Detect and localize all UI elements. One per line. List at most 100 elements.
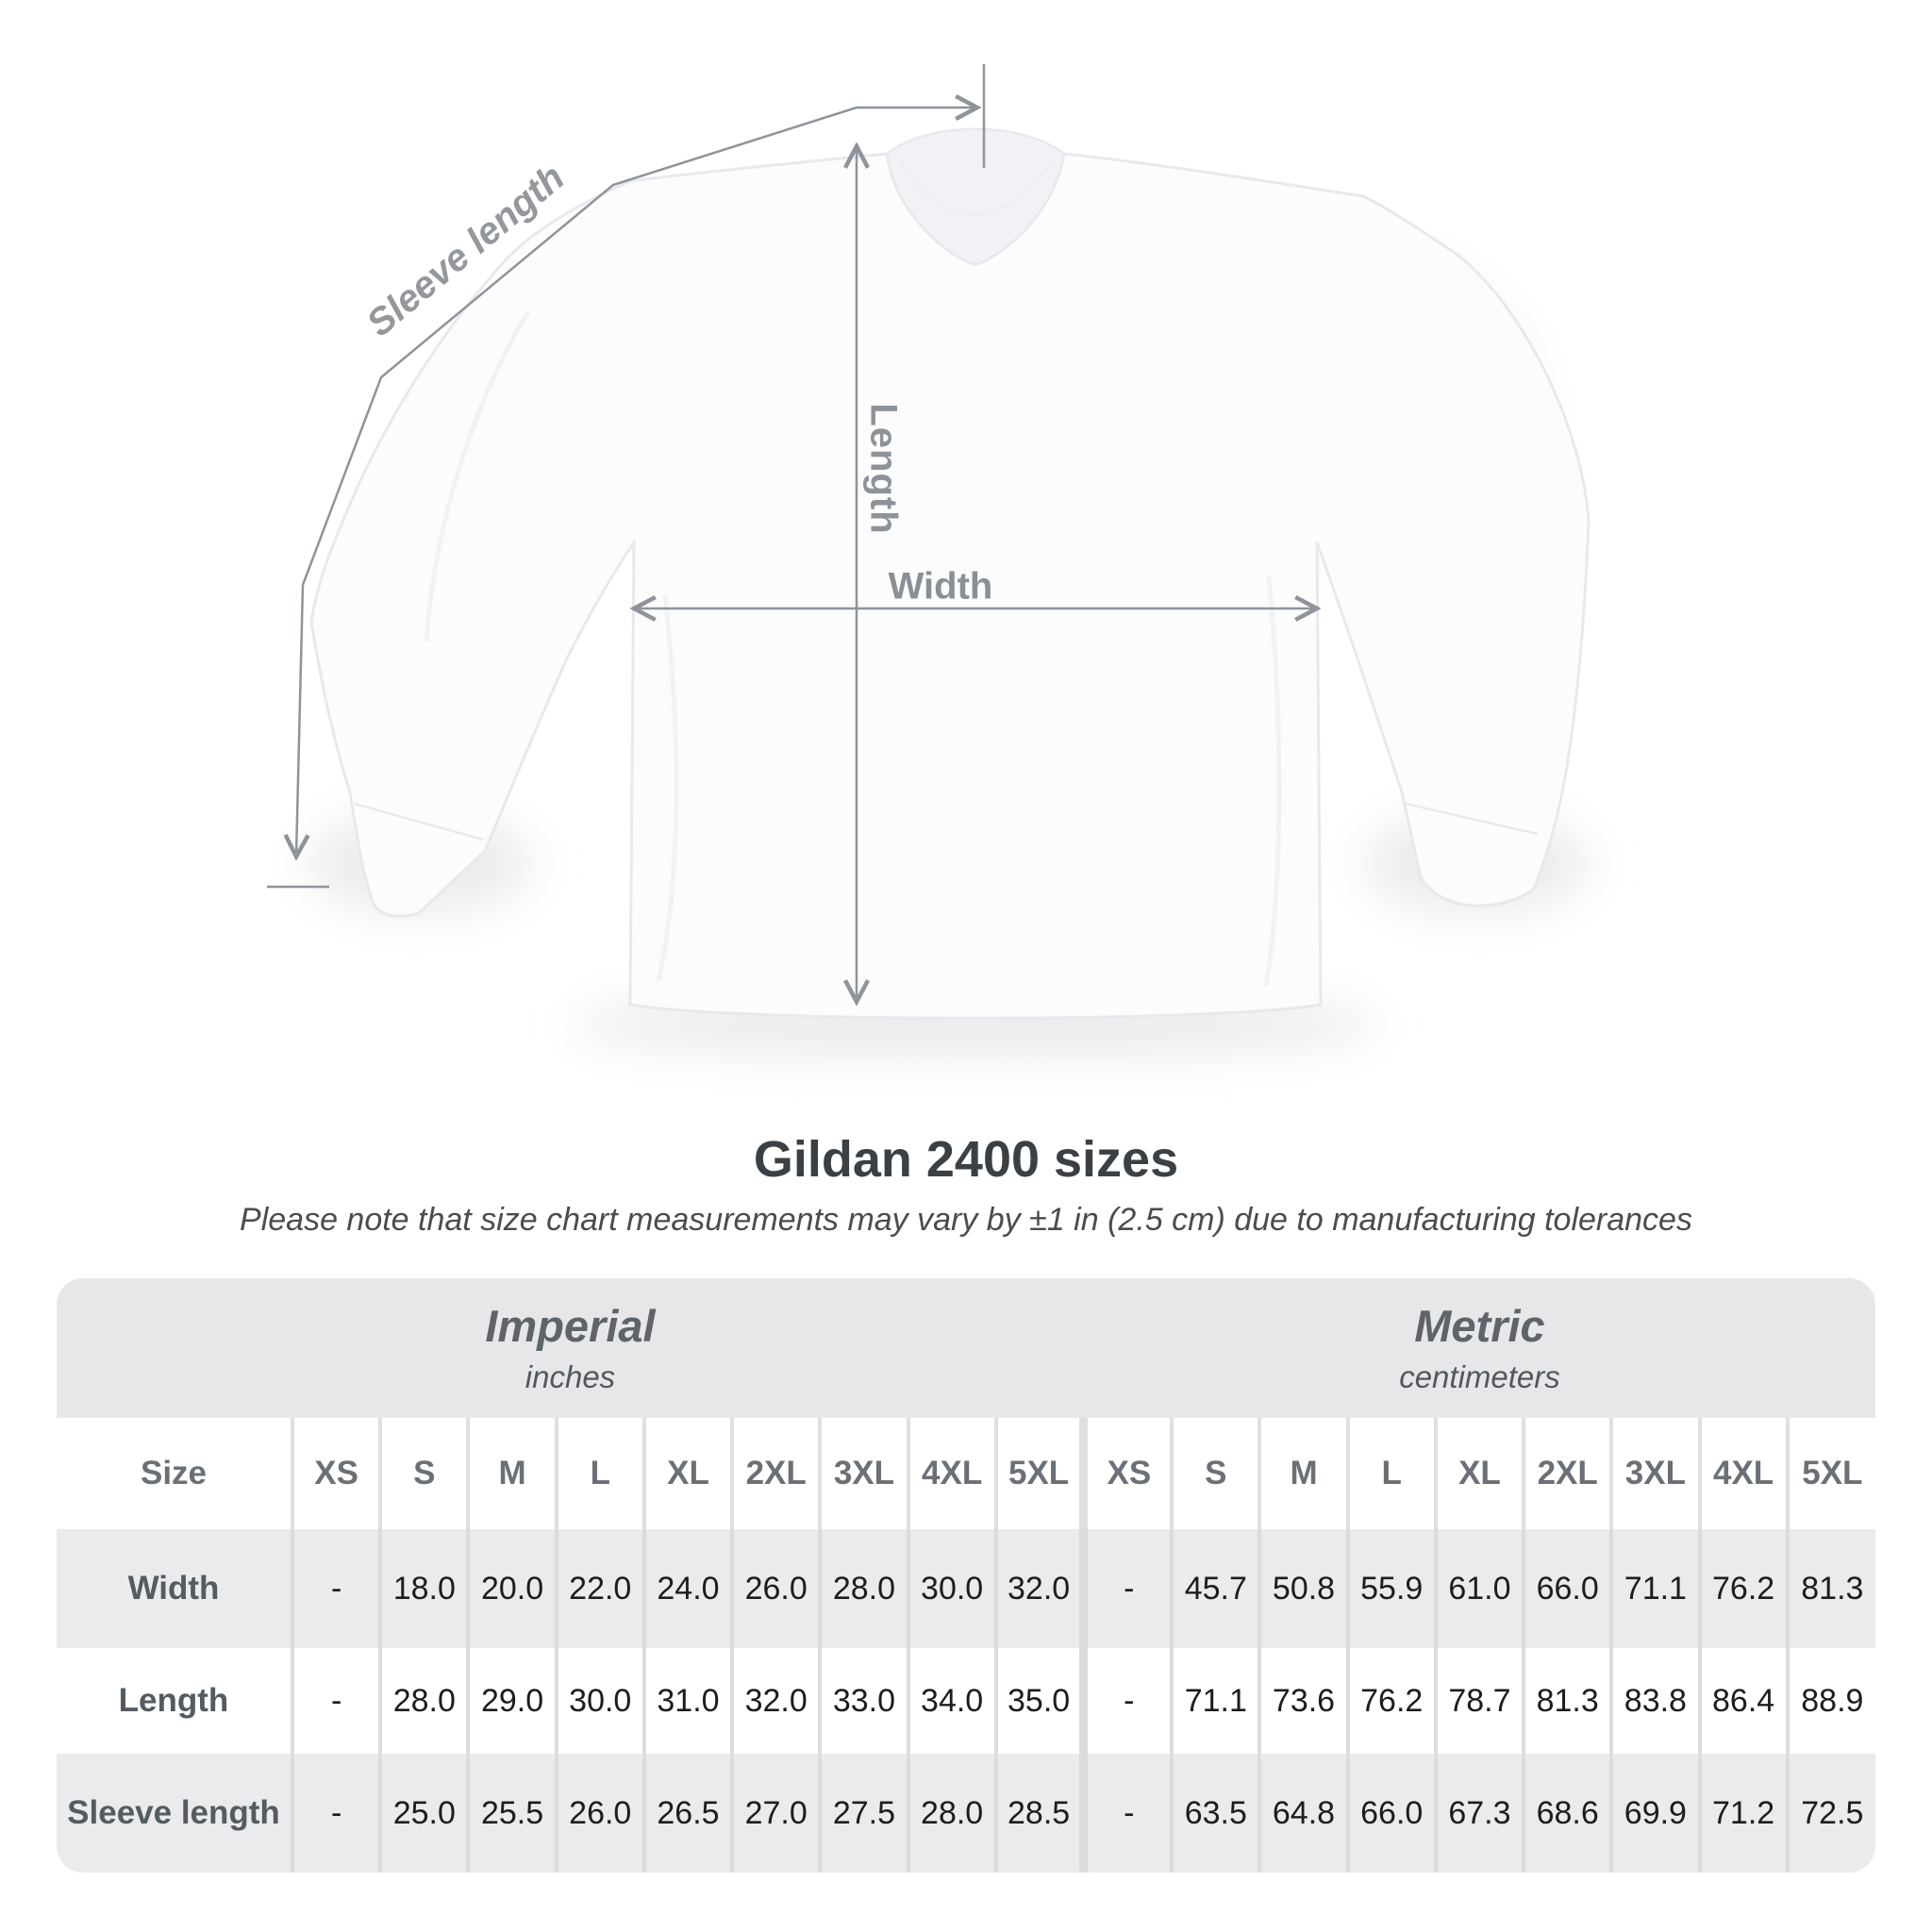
value-width-metric-l: 55.9 <box>1345 1529 1436 1648</box>
sleeve-length-line <box>296 108 977 857</box>
value-length-metric-l: 76.2 <box>1345 1648 1436 1754</box>
page-subtitle: Please note that size chart measurements… <box>240 1202 1692 1238</box>
value-width-metric-4xl: 76.2 <box>1697 1529 1788 1648</box>
size-corner-label: Size <box>57 1418 292 1529</box>
value-length-imperial-xs: - <box>290 1648 381 1754</box>
value-sleeve-length-metric-l: 66.0 <box>1345 1754 1436 1873</box>
row-label-width: Width <box>127 1570 220 1607</box>
value-length-imperial-s: 28.0 <box>378 1648 469 1754</box>
value-width-imperial-l: 22.0 <box>554 1529 644 1648</box>
table-row-sleeve-length: Sleeve length -25.0 25.5 26.0 26.5 27.0 27.5 28… <box>57 1754 1875 1873</box>
value-length-metric-5xl: 88.9 <box>1785 1648 1875 1754</box>
value-sleeve-length-imperial-l: 26.0 <box>554 1754 644 1873</box>
value-length-imperial-m: 29.0 <box>466 1648 557 1754</box>
value-width-metric-xs: - <box>1079 1529 1173 1648</box>
value-length-imperial-5xl: 35.0 <box>993 1648 1084 1754</box>
size-header-imperial-3xl: 3XL <box>818 1418 908 1529</box>
value-width-imperial-m: 20.0 <box>466 1529 557 1648</box>
value-width-imperial-2xl: 26.0 <box>730 1529 821 1648</box>
size-header-metric-m: M <box>1257 1418 1348 1529</box>
page-title: Gildan 2400 sizes <box>753 1131 1179 1188</box>
width-label: Width <box>888 565 993 608</box>
value-sleeve-length-metric-4xl: 71.2 <box>1697 1754 1788 1873</box>
imperial-section-title: Imperial <box>485 1301 656 1351</box>
value-length-imperial-l: 30.0 <box>554 1648 644 1754</box>
measurement-lines <box>267 64 1317 1002</box>
value-width-imperial-3xl: 28.0 <box>818 1529 908 1648</box>
value-sleeve-length-metric-2xl: 68.6 <box>1522 1754 1612 1873</box>
value-sleeve-length-metric-m: 64.8 <box>1257 1754 1348 1873</box>
size-header-imperial-l: L <box>554 1418 644 1529</box>
table-row-width: Width -18.0 20.0 22.0 24.0 26.0 28.0 30.0 32.0-4… <box>57 1529 1875 1648</box>
value-length-imperial-2xl: 32.0 <box>730 1648 821 1754</box>
imperial-section-header: Imperial inches <box>57 1278 1084 1418</box>
value-length-metric-2xl: 81.3 <box>1522 1648 1612 1754</box>
value-width-metric-xl: 61.0 <box>1433 1529 1524 1648</box>
value-sleeve-length-metric-xs: - <box>1079 1754 1173 1873</box>
value-sleeve-length-imperial-5xl: 28.5 <box>993 1754 1084 1873</box>
metric-section-title: Metric <box>1414 1301 1545 1351</box>
value-length-imperial-3xl: 33.0 <box>818 1648 908 1754</box>
size-header-row: Size XS S M L XL 2XL 3XL 4XL 5XL XS S M L XL 2XL 3XL 4XL… <box>57 1418 1875 1529</box>
size-header-metric-xl: XL <box>1433 1418 1524 1529</box>
value-sleeve-length-imperial-xs: - <box>290 1754 381 1873</box>
table-row-length: Length -28.0 29.0 30.0 31.0 32.0 33.0 34.0 35.0-… <box>57 1648 1875 1754</box>
size-header-imperial-xs: XS <box>290 1418 381 1529</box>
value-sleeve-length-metric-xl: 67.3 <box>1433 1754 1524 1873</box>
shirt-diagram: Sleeve length Length Width <box>267 64 1591 1057</box>
value-width-metric-m: 50.8 <box>1257 1529 1348 1648</box>
value-width-imperial-5xl: 32.0 <box>993 1529 1084 1648</box>
metric-section-unit: centimeters <box>1399 1359 1560 1394</box>
value-length-imperial-xl: 31.0 <box>641 1648 733 1754</box>
value-width-imperial-xs: - <box>290 1529 381 1648</box>
value-length-imperial-4xl: 34.0 <box>906 1648 996 1754</box>
size-header-metric-5xl: 5XL <box>1785 1418 1875 1529</box>
value-sleeve-length-imperial-xl: 26.5 <box>641 1754 733 1873</box>
value-width-metric-5xl: 81.3 <box>1785 1529 1875 1648</box>
value-sleeve-length-imperial-3xl: 27.5 <box>818 1754 908 1873</box>
size-table: Imperial inches Metric centimeters Size … <box>57 1278 1875 1873</box>
value-length-metric-3xl: 83.8 <box>1609 1648 1700 1754</box>
value-width-imperial-s: 18.0 <box>378 1529 469 1648</box>
size-header-metric-xs: XS <box>1079 1418 1173 1529</box>
size-table-grid: Imperial inches Metric centimeters Size … <box>57 1278 1875 1873</box>
value-width-imperial-xl: 24.0 <box>641 1529 733 1648</box>
size-header-imperial-4xl: 4XL <box>906 1418 996 1529</box>
value-sleeve-length-imperial-s: 25.0 <box>378 1754 469 1873</box>
table-body: Width -18.0 20.0 22.0 24.0 26.0 28.0 30.0 32.0-4… <box>57 1529 1875 1873</box>
size-header-metric-l: L <box>1345 1418 1436 1529</box>
value-sleeve-length-imperial-2xl: 27.0 <box>730 1754 821 1873</box>
value-sleeve-length-metric-5xl: 72.5 <box>1785 1754 1875 1873</box>
size-header-metric-2xl: 2XL <box>1522 1418 1612 1529</box>
chart-header: Gildan 2400 sizes Please note that size … <box>0 1130 1932 1240</box>
value-length-metric-4xl: 86.4 <box>1697 1648 1788 1754</box>
size-header-metric-3xl: 3XL <box>1609 1418 1700 1529</box>
value-width-metric-2xl: 66.0 <box>1522 1529 1612 1648</box>
value-width-metric-3xl: 71.1 <box>1609 1529 1700 1648</box>
value-sleeve-length-imperial-4xl: 28.0 <box>906 1754 996 1873</box>
row-label-sleeve-length: Sleeve length <box>67 1794 280 1831</box>
value-length-metric-xs: - <box>1079 1648 1173 1754</box>
size-header-metric-4xl: 4XL <box>1697 1418 1788 1529</box>
row-label-length: Length <box>118 1682 229 1719</box>
unit-band-row: Imperial inches Metric centimeters <box>57 1278 1875 1418</box>
value-sleeve-length-metric-3xl: 69.9 <box>1609 1754 1700 1873</box>
value-length-metric-xl: 78.7 <box>1433 1648 1524 1754</box>
length-label: Length <box>862 403 905 535</box>
value-width-imperial-4xl: 30.0 <box>906 1529 996 1648</box>
value-width-metric-s: 45.7 <box>1170 1529 1260 1648</box>
shirt-illustration <box>267 64 1591 1057</box>
metric-section-header: Metric centimeters <box>1083 1278 1875 1418</box>
size-header-imperial-5xl: 5XL <box>993 1418 1084 1529</box>
size-header-imperial-2xl: 2XL <box>730 1418 821 1529</box>
size-header-imperial-xl: XL <box>641 1418 733 1529</box>
imperial-section-unit: inches <box>525 1359 616 1394</box>
value-length-metric-m: 73.6 <box>1257 1648 1348 1754</box>
value-length-metric-s: 71.1 <box>1170 1648 1260 1754</box>
size-header-metric-s: S <box>1170 1418 1260 1529</box>
value-sleeve-length-imperial-m: 25.5 <box>466 1754 557 1873</box>
value-sleeve-length-metric-s: 63.5 <box>1170 1754 1260 1873</box>
size-header-imperial-s: S <box>378 1418 469 1529</box>
size-header-imperial-m: M <box>466 1418 557 1529</box>
